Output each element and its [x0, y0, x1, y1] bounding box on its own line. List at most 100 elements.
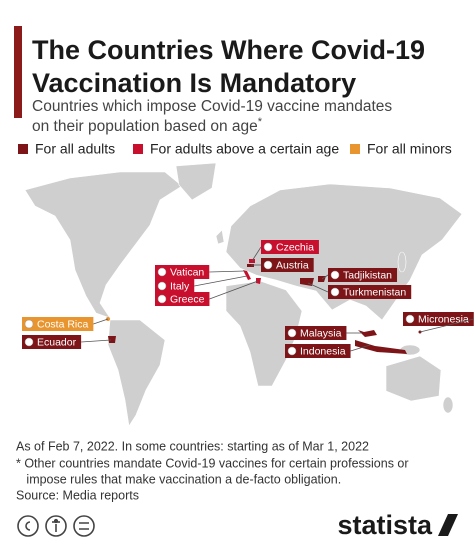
legend-swatch: [350, 144, 360, 154]
country-label: Vatican: [155, 265, 210, 279]
label-box: [328, 268, 398, 282]
flag: [263, 242, 273, 252]
label-box: [22, 335, 82, 349]
leader-line: [93, 318, 109, 325]
leader-line: [209, 270, 246, 273]
icon: [79, 522, 89, 530]
country-name: Turkmenistan: [343, 286, 406, 298]
land: [24, 171, 183, 319]
icon: [25, 521, 31, 531]
icon: [45, 515, 67, 537]
footnote: impose rules that make vaccination a de-…: [16, 472, 341, 486]
flag: [287, 328, 297, 338]
legend-label: For all adults: [35, 141, 115, 157]
country-name: Italy: [170, 280, 190, 292]
country-name: Czechia: [276, 241, 314, 253]
flag: [330, 270, 340, 280]
flag: [157, 294, 167, 304]
legend-swatch: [133, 144, 143, 154]
country-labels: Czechia Austria Tadjikistan Turkmenistan Vat…: [22, 240, 474, 358]
country-label: Turkmenistan: [328, 285, 412, 299]
country-label: Greece: [155, 292, 210, 306]
country-label: Tadjikistan: [328, 268, 398, 282]
legend: For all adults For adults above a certain…: [18, 141, 452, 157]
country-name: Greece: [170, 293, 205, 305]
label-box: [155, 292, 210, 306]
label-box: [403, 312, 474, 326]
country-name: Ecuador: [37, 336, 77, 348]
land: [442, 396, 454, 414]
label-box: [285, 326, 347, 340]
footnote: As of Feb 7, 2022. In some countries: st…: [16, 439, 369, 453]
title: The Countries Where Covid-19: [32, 35, 425, 65]
subtitle-text: on their population based on age: [32, 118, 258, 135]
flag: [24, 337, 34, 347]
country-area: [355, 340, 407, 354]
flag: [263, 260, 273, 270]
leader-line: [321, 274, 329, 280]
country-name: Vatican: [170, 266, 204, 278]
flag: [405, 314, 415, 324]
label-box: [155, 265, 210, 279]
label-box: [22, 317, 94, 331]
country-area: [247, 264, 254, 267]
country-label: Costa Rica: [22, 317, 94, 331]
flag: [157, 281, 167, 291]
land: [397, 251, 407, 273]
label-box: [261, 240, 319, 254]
leader-line: [419, 318, 474, 333]
country-name: Costa Rica: [37, 318, 89, 330]
icon: [73, 515, 95, 537]
source: Source: Media reports: [16, 488, 139, 502]
label-box: [155, 279, 195, 293]
country-area: [256, 278, 261, 284]
land: [225, 280, 303, 387]
label-box: [261, 258, 314, 272]
country-label: Micronesia: [403, 312, 474, 326]
accent-bar: [14, 26, 22, 118]
subtitle: on their population based on age*: [32, 116, 263, 135]
license-icons: [17, 515, 95, 537]
brand: statista: [337, 510, 433, 540]
country-label: Czechia: [261, 240, 319, 254]
subtitle-mark: *: [258, 116, 263, 128]
leader-line: [81, 339, 112, 343]
land: [385, 355, 442, 402]
country-label: Italy: [155, 279, 195, 293]
country-name: Indonesia: [300, 345, 346, 357]
land: [175, 162, 217, 201]
legend-swatch: [18, 144, 28, 154]
leader-line: [209, 280, 259, 300]
legend-label: For adults above a certain age: [150, 141, 339, 157]
country-name: Micronesia: [418, 313, 469, 325]
country-label: Indonesia: [285, 344, 351, 358]
land: [215, 229, 225, 245]
icon: [17, 515, 39, 537]
land: [107, 319, 166, 427]
brand-icon: [438, 514, 458, 536]
country-name: Austria: [276, 259, 309, 271]
flag: [287, 346, 297, 356]
country-label: Ecuador: [22, 335, 82, 349]
country-name: Tadjikistan: [343, 269, 392, 281]
title: Vaccination Is Mandatory: [32, 68, 356, 98]
label-box: [328, 285, 412, 299]
icon: [53, 518, 59, 524]
country-label: Austria: [261, 258, 314, 272]
subtitle: Countries which impose Covid-19 vaccine …: [32, 98, 392, 115]
country-label: Malaysia: [285, 326, 347, 340]
country-area: [108, 336, 116, 343]
flag: [24, 319, 34, 329]
leader-line: [350, 344, 371, 352]
leader-line: [307, 282, 329, 293]
leader-line: [194, 275, 248, 287]
flag: [330, 287, 340, 297]
footnote: * Other countries mandate Covid-19 vacci…: [16, 456, 409, 470]
legend-label: For all minors: [367, 141, 452, 157]
label-box: [285, 344, 351, 358]
country-name: Malaysia: [300, 327, 342, 339]
leader-line: [251, 246, 262, 262]
country-area: [243, 270, 251, 280]
flag: [157, 267, 167, 277]
